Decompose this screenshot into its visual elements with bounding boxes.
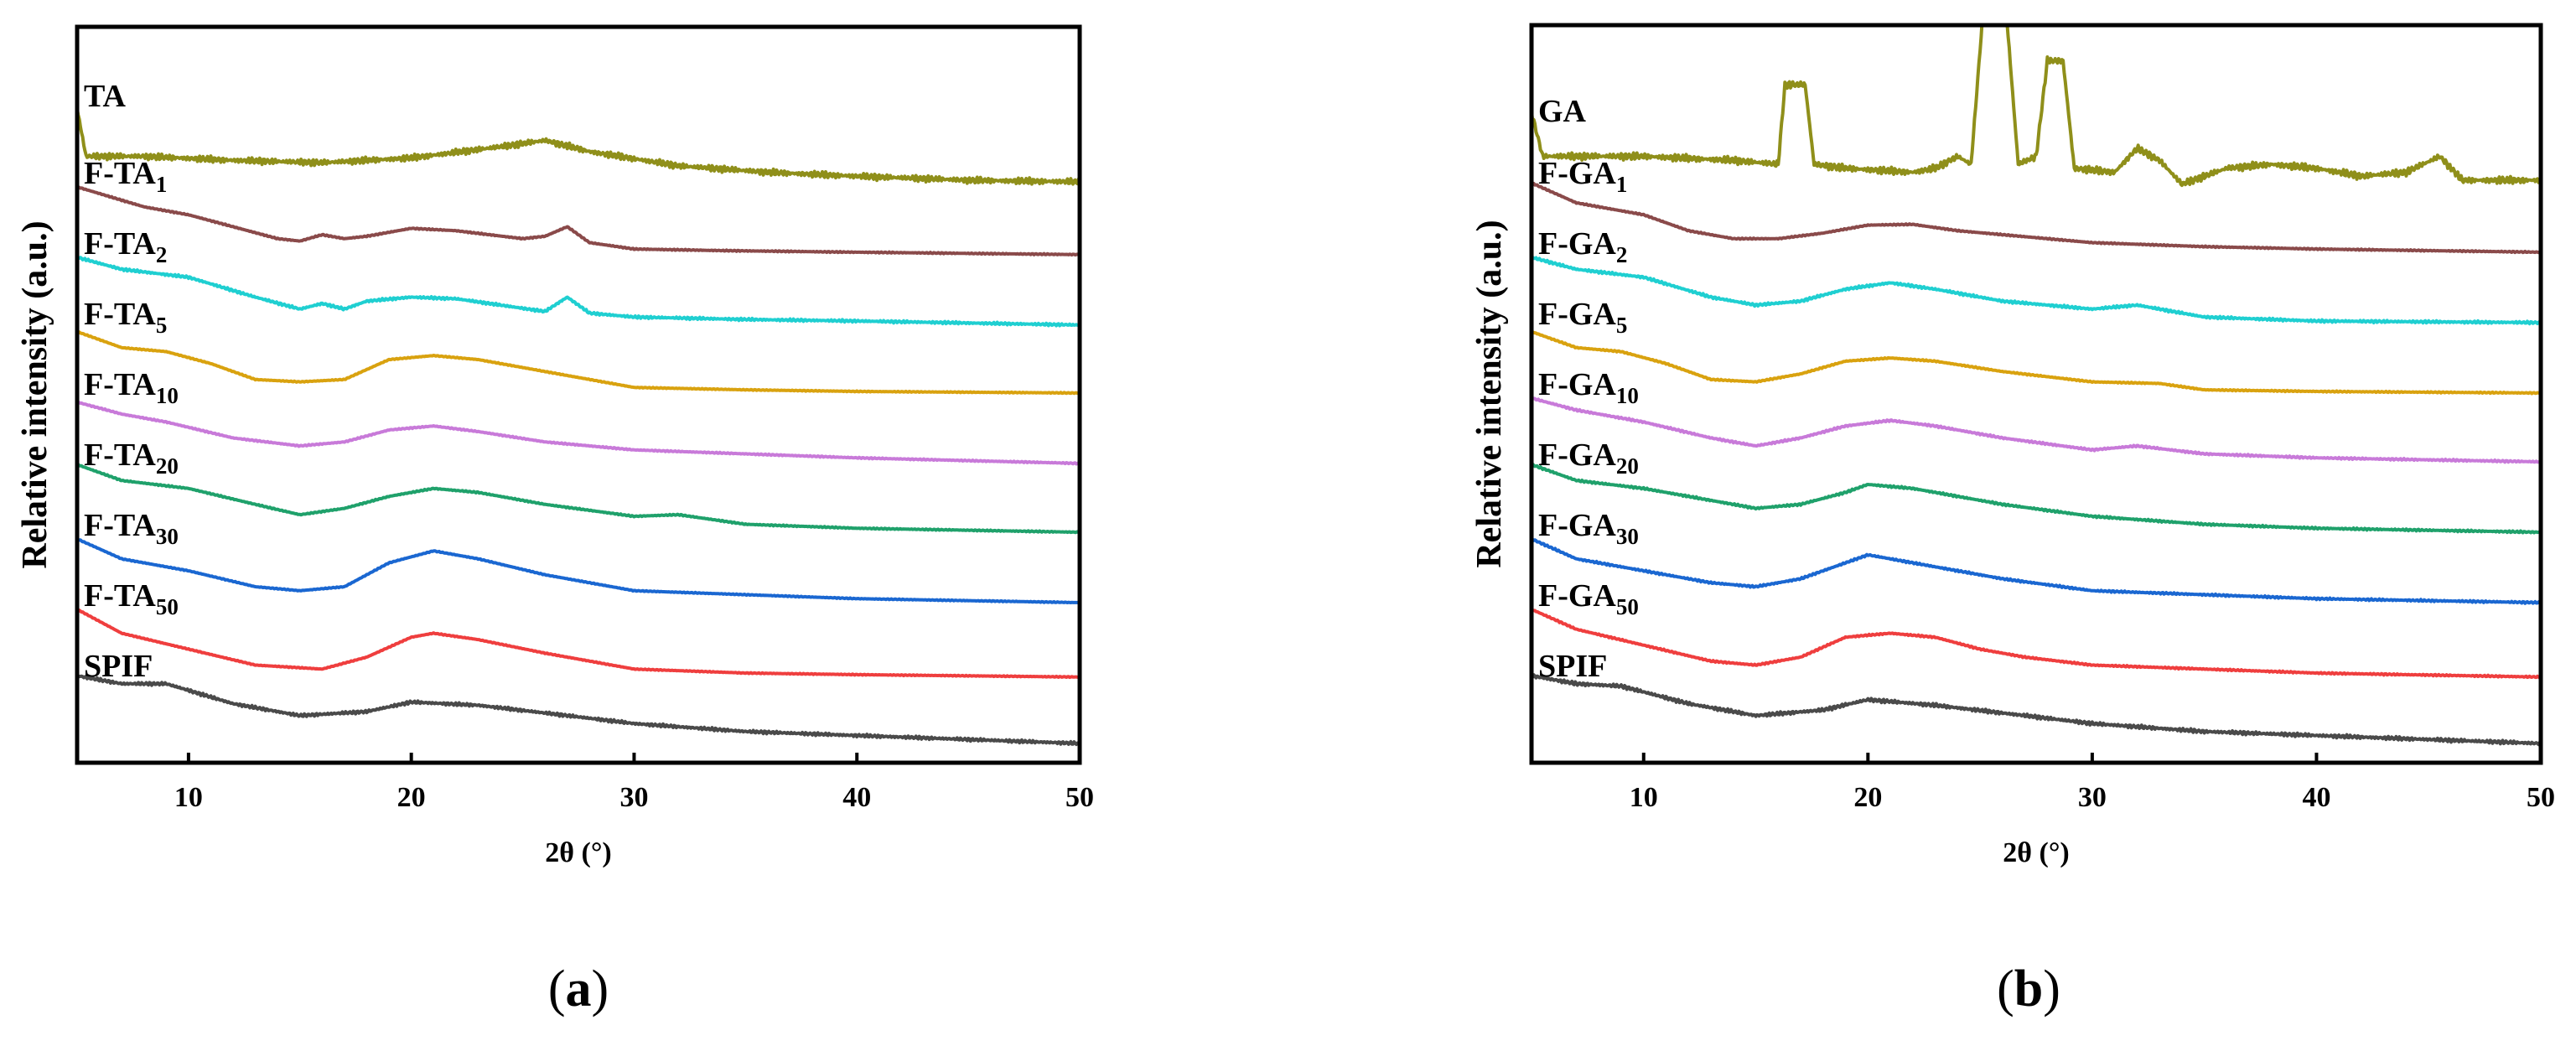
xrd-panel-a: 10 20 30 40 50 2θ (°) Relative intensity (a.u.… (16, 24, 1094, 1018)
series-label-f-ga-2: F-GA2 (1538, 226, 1627, 267)
x-tick-label: 30 (619, 782, 648, 813)
series-label-f-ta-30: F-TA30 (84, 508, 179, 549)
x-tick-label: 20 (397, 782, 426, 813)
x-tick-label: 40 (2302, 782, 2330, 813)
series-line-spif (1532, 673, 2541, 747)
series-line-f-ta-20 (77, 463, 1080, 535)
series-label-f-ga-50: F-GA50 (1538, 578, 1639, 619)
series-label-f-ta-50: F-TA50 (84, 578, 179, 619)
series-label-f-ta-2: F-TA2 (84, 226, 167, 267)
series-line-f-ga-30 (1532, 536, 2541, 605)
series-line-f-ga-1 (1532, 181, 2541, 255)
x-axis-title: 2θ (°) (545, 837, 612, 868)
series-line-ta (77, 108, 1080, 186)
series-label-f-ta-10: F-TA10 (84, 367, 179, 408)
y-axis-title: Relative intensity (a.u.) (16, 220, 54, 568)
series-line-f-ga-5 (1532, 329, 2541, 396)
series-label-f-ga-30: F-GA30 (1538, 508, 1639, 549)
x-tick-label: 10 (1630, 782, 1658, 813)
series-label-f-ga-1: F-GA1 (1538, 156, 1627, 197)
series-traces (1532, 25, 2541, 747)
series-line-f-ga-10 (1532, 396, 2541, 464)
plot-frame (1529, 23, 2543, 765)
series-label-ta: TA (84, 79, 127, 114)
series-line-ga (1532, 25, 2541, 188)
series-line-f-ta-5 (77, 330, 1080, 396)
series-label-f-ta-5: F-TA5 (84, 297, 167, 338)
series-label-f-ta-1: F-TA1 (84, 156, 167, 197)
x-tick-label: 30 (2078, 782, 2107, 813)
series-line-f-ta-30 (77, 537, 1080, 605)
series-label-f-ta-20: F-TA20 (84, 438, 179, 479)
x-tick-label: 40 (842, 782, 871, 813)
series-line-spif (77, 673, 1080, 747)
plot-frame (75, 24, 1082, 765)
series-label-f-ga-5: F-GA5 (1538, 297, 1627, 338)
series-line-f-ta-1 (77, 185, 1080, 257)
panel-label: (a) (548, 961, 609, 1018)
x-tick-label: 50 (2527, 782, 2555, 813)
y-axis-title: Relative intensity (a.u.) (1470, 220, 1509, 567)
series-line-f-ga-50 (1532, 608, 2541, 680)
series-label-ga: GA (1538, 94, 1587, 129)
series-label-f-ga-10: F-GA10 (1538, 367, 1639, 408)
series-line-f-ga-20 (1532, 462, 2541, 535)
series-label-spif: SPIF (84, 649, 153, 684)
x-axis-title: 2θ (°) (2003, 837, 2070, 868)
series-label-f-ga-20: F-GA20 (1538, 438, 1639, 479)
panel-label: (b) (1997, 961, 2060, 1018)
series-traces (77, 108, 1080, 747)
series-label-spif: SPIF (1538, 649, 1607, 684)
series-line-f-ta-50 (77, 608, 1080, 680)
x-tick-label: 10 (174, 782, 203, 813)
series-line-f-ga-2 (1532, 255, 2541, 326)
x-tick-label: 50 (1065, 782, 1094, 813)
series-line-f-ta-2 (77, 256, 1080, 328)
xrd-panel-b: 10 20 30 40 50 2θ (°) Relative intensity (a.u.… (1470, 23, 2555, 1018)
x-tick-label: 20 (1853, 782, 1882, 813)
series-line-f-ta-10 (77, 400, 1080, 466)
